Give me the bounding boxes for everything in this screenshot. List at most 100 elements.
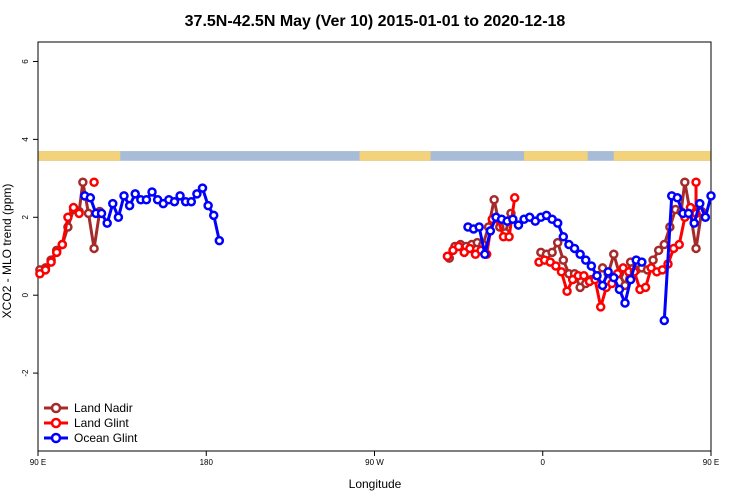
land-glint-point — [674, 239, 684, 250]
ocean-glint-point — [659, 315, 670, 326]
ocean-glint-point — [672, 193, 683, 203]
ocean-glint-point — [485, 226, 496, 236]
ocean-glint-point — [108, 198, 118, 209]
ocean-glint-point — [85, 193, 96, 203]
land-glint-point — [442, 251, 453, 261]
x-tick-label: 90 W — [365, 458, 384, 467]
ocean-glint-point — [552, 218, 563, 228]
y-tick-label: 2 — [21, 215, 30, 220]
legend-label-land-glint: Land Glint — [74, 416, 129, 430]
ocean-glint-point — [147, 187, 157, 197]
land-strip-segment — [524, 151, 588, 161]
legend-marker-land-nadir — [50, 402, 62, 414]
land-glint-point — [453, 241, 464, 252]
land-glint-point — [551, 261, 561, 271]
y-tick-label: -2 — [21, 369, 30, 377]
land-glint-point — [595, 302, 606, 312]
ocean-glint-point — [569, 243, 580, 254]
land-glint-point — [40, 265, 51, 275]
ocean-glint-point — [580, 255, 591, 265]
land-strip-segment — [38, 151, 121, 161]
y-tick-label: 6 — [21, 59, 30, 64]
ocean-glint-point — [637, 257, 647, 267]
ocean-glint-point — [620, 298, 630, 308]
ocean-glint-point — [586, 261, 597, 271]
ocean-glint-point — [625, 274, 636, 285]
land-nadir-point — [78, 177, 88, 187]
land-glint-point — [509, 193, 520, 203]
ocean-glint-point — [197, 183, 208, 193]
land-nadir-point — [659, 239, 670, 250]
land-nadir-point — [547, 247, 557, 258]
land-strip-segment — [359, 151, 431, 161]
y-axis-label: XCO2 - MLO trend (ppm) — [0, 184, 14, 319]
x-tick-label: 90 E — [703, 458, 719, 467]
ocean-glint-point — [700, 212, 711, 223]
ocean-glint-point — [513, 220, 524, 230]
ocean-glint-point — [474, 222, 484, 232]
land-strip-segment — [613, 151, 711, 161]
ocean-glint-point — [203, 200, 213, 211]
ocean-glint-point — [609, 272, 619, 283]
ocean-glint-point — [592, 270, 602, 281]
ocean-glint-point — [597, 280, 608, 291]
land-nadir-point — [552, 237, 563, 248]
ocean-glint-point — [706, 191, 716, 201]
land-glint-point — [579, 270, 589, 281]
land-glint-point — [640, 282, 651, 293]
land-glint-point — [46, 257, 56, 267]
x-tick-label: 90 E — [30, 458, 46, 467]
x-tick-label: 0 — [541, 458, 546, 467]
ocean-glint-point — [175, 191, 185, 201]
land-nadir-point — [680, 177, 690, 187]
x-tick-label: 180 — [200, 458, 214, 467]
ocean-glint-point — [603, 267, 613, 277]
land-nadir-point — [609, 249, 619, 260]
ocean-glint-point — [96, 208, 107, 219]
y-tick-label: 4 — [21, 137, 30, 142]
plot-frame — [37, 41, 712, 452]
land-glint-point — [51, 247, 62, 258]
land-nadir-point — [489, 195, 499, 205]
ocean-glint-point — [683, 208, 694, 219]
ocean-glint-point — [214, 235, 225, 246]
ocean-glint-point — [141, 195, 152, 205]
ocean-glint-point — [113, 212, 124, 223]
land-nadir-point — [558, 255, 569, 265]
legend-label-ocean-glint: Ocean Glint — [74, 431, 138, 445]
land-glint-point — [562, 286, 572, 297]
ocean-glint-point — [186, 196, 197, 207]
land-glint-point — [57, 239, 68, 250]
ocean-glint-point — [119, 191, 129, 201]
ocean-glint-point — [614, 284, 625, 295]
legend-label-land-nadir: Land Nadir — [74, 401, 133, 415]
land-nadir-point — [653, 245, 664, 256]
legend-marker-ocean-glint — [50, 432, 62, 444]
legend-marker-land-glint — [50, 417, 62, 429]
ocean-glint-point — [508, 214, 518, 224]
land-nadir-point — [89, 243, 99, 254]
ocean-glint-point — [169, 196, 180, 207]
land-nadir-point — [648, 255, 658, 265]
ocean-glint-point — [102, 218, 112, 228]
land-glint-point — [691, 177, 701, 187]
ocean-glint-point — [208, 210, 219, 221]
chart-title: 37.5N-42.5N May (Ver 10) 2015-01-01 to 2… — [185, 13, 566, 30]
land-glint-point — [74, 208, 84, 219]
land-glint-point — [504, 232, 514, 242]
ocean-glint-point — [695, 198, 705, 209]
ocean-glint-point — [124, 200, 135, 211]
ocean-glint-point — [192, 189, 202, 199]
land-nadir-point — [83, 208, 94, 219]
land-glint-point — [556, 267, 567, 277]
x-axis-label: Longitude — [349, 477, 402, 491]
ocean-glint-point — [689, 218, 699, 228]
y-tick-label: 0 — [21, 292, 30, 297]
ocean-glint-point — [558, 232, 569, 242]
ocean-glint-point — [575, 249, 585, 260]
land-glint-point — [465, 243, 475, 254]
land-glint-point — [63, 212, 73, 223]
ocean-glint-point — [480, 249, 490, 260]
